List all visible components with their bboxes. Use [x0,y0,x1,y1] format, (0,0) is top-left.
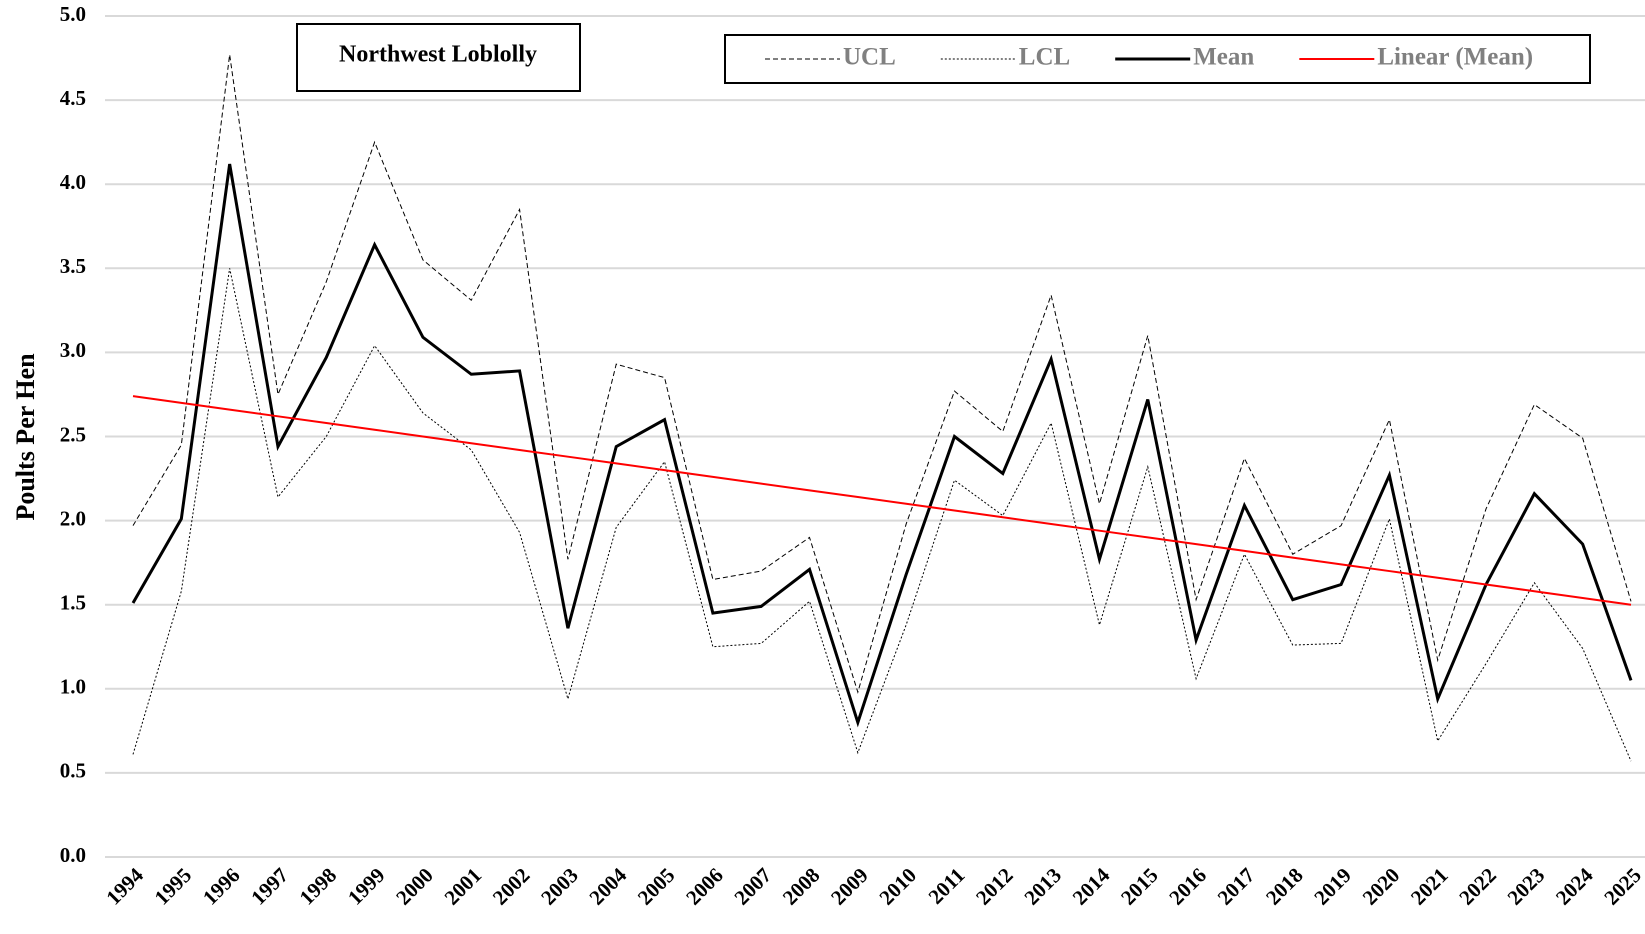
x-tick-label: 2009 [826,863,873,910]
x-tick-label: 2012 [971,863,1018,910]
x-tick-label: 2006 [681,863,728,910]
y-axis-label: Poults Per Hen [11,353,40,521]
series-line [132,395,1632,606]
x-tick-label: 2025 [1599,863,1645,910]
legend-label: Linear (Mean) [1377,44,1533,71]
y-tick-label: 3.5 [60,254,86,278]
y-tick-label: 4.0 [60,170,86,194]
x-tick-label: 1994 [101,863,148,910]
x-tick-label: 2017 [1213,863,1260,910]
legend-label: Mean [1193,44,1254,71]
series-line [132,54,1632,694]
x-tick-label: 2013 [1019,863,1066,910]
x-tick-label: 2015 [1116,863,1163,910]
x-tick-label: 2002 [488,863,535,910]
y-tick-label: 5.0 [60,2,86,26]
x-tick-label: 1997 [246,863,293,910]
y-tick-label: 2.5 [60,422,86,446]
chart-title: Northwest Loblolly [339,42,537,68]
x-tick-label: 2010 [874,863,921,910]
x-tick-label: 2016 [1164,863,1211,910]
legend-label: LCL [1019,44,1070,71]
x-tick-label: 2000 [391,863,438,910]
x-tick-label: 2008 [778,863,825,910]
x-tick-label: 2007 [729,863,776,910]
x-tick-label: 2005 [633,863,680,910]
x-tick-label: 2023 [1503,863,1550,910]
y-tick-label: 3.0 [60,338,86,362]
x-tick-label: 1996 [198,863,245,910]
x-tick-label: 2011 [924,863,970,909]
series-line [131,163,1633,728]
y-tick-label: 2.0 [60,506,86,530]
x-tick-label: 2024 [1551,863,1598,910]
x-tick-label: 2021 [1406,863,1453,910]
y-tick-label: 1.5 [60,591,86,615]
x-tick-label: 2022 [1454,863,1501,910]
x-tick-label: 2019 [1309,863,1356,910]
legend-label: UCL [843,44,896,71]
x-tick-label: 1999 [343,863,390,910]
x-tick-label: 2020 [1358,863,1405,910]
x-tick-label: 2014 [1068,863,1115,910]
x-tick-label: 2001 [440,863,487,910]
y-tick-label: 0.5 [60,759,86,783]
y-tick-label: 1.0 [60,675,86,699]
legend: UCL LCL Mean Linear (Mean) [724,34,1591,84]
x-tick-label: 2004 [584,863,631,910]
y-tick-label: 4.5 [60,86,86,110]
x-tick-label: 1995 [150,863,197,910]
x-tick-label: 2003 [536,863,583,910]
y-tick-label: 0.0 [60,843,86,867]
title-box [296,23,581,92]
x-tick-label: 1998 [295,863,342,910]
series-line [132,268,1632,762]
x-tick-label: 2018 [1261,863,1308,910]
